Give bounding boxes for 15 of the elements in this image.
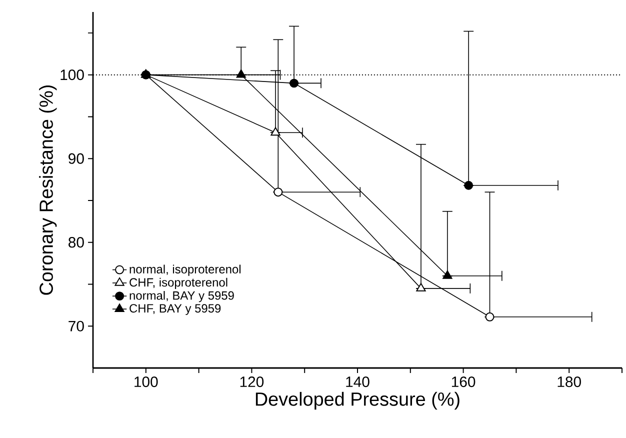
legend-label: CHF, isoproterenol	[130, 278, 228, 289]
y-axis-title: Coronary Resistance (%)	[39, 86, 57, 295]
legend-label: CHF, BAY y 5959	[130, 304, 221, 315]
x-axis-title: Developed Pressure (%)	[256, 392, 460, 410]
y-tick-label: 90	[68, 153, 84, 164]
x-tick-label: 120	[240, 376, 264, 388]
legend-label: normal, BAY y 5959	[130, 290, 234, 302]
y-tick-label: 80	[68, 237, 84, 248]
x-tick-label: 180	[558, 376, 581, 388]
x-tick-label: 140	[346, 376, 370, 388]
y-tick-label: 70	[68, 320, 84, 332]
y-tick-label: 100	[60, 70, 84, 80]
legend-label: normal, isoproterenol	[130, 264, 240, 276]
x-tick-label: 100	[134, 376, 158, 388]
x-tick-label: 160	[452, 376, 476, 388]
